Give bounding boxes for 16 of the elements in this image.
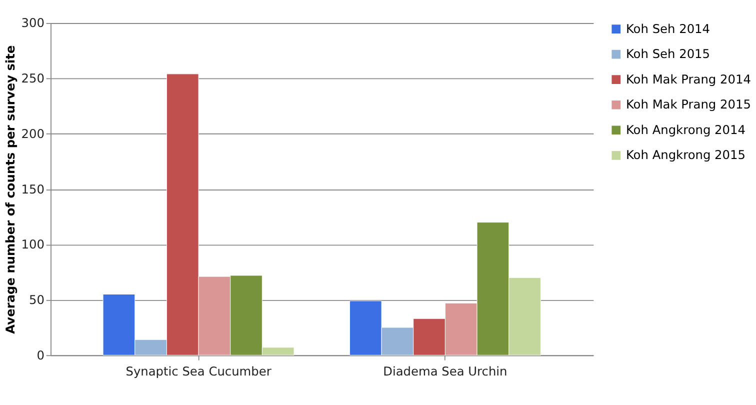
y-tick-label: 100 — [21, 238, 44, 252]
y-tick-label: 200 — [21, 126, 44, 141]
y-axis-title: Average number of counts per survey site — [4, 45, 18, 334]
y-tick-label: 0 — [36, 348, 44, 362]
x-tick-label: Diadema Sea Urchin — [383, 364, 508, 378]
legend-label: Koh Angkrong 2015 — [626, 148, 746, 162]
legend-label: Koh Seh 2014 — [626, 22, 710, 36]
legend-label: Koh Mak Prang 2015 — [626, 98, 751, 112]
y-tick-label: 50 — [28, 293, 44, 308]
legend-label: Koh Seh 2015 — [626, 47, 710, 62]
legend-label: Koh Angkrong 2014 — [626, 122, 746, 137]
y-tick-label: 250 — [21, 72, 44, 86]
legend-label: Koh Mak Prang 2014 — [626, 72, 752, 86]
y-tick-label: 150 — [21, 182, 44, 196]
x-tick-label: Synaptic Sea Cucumber — [126, 364, 272, 378]
y-tick-label: 300 — [21, 16, 44, 30]
